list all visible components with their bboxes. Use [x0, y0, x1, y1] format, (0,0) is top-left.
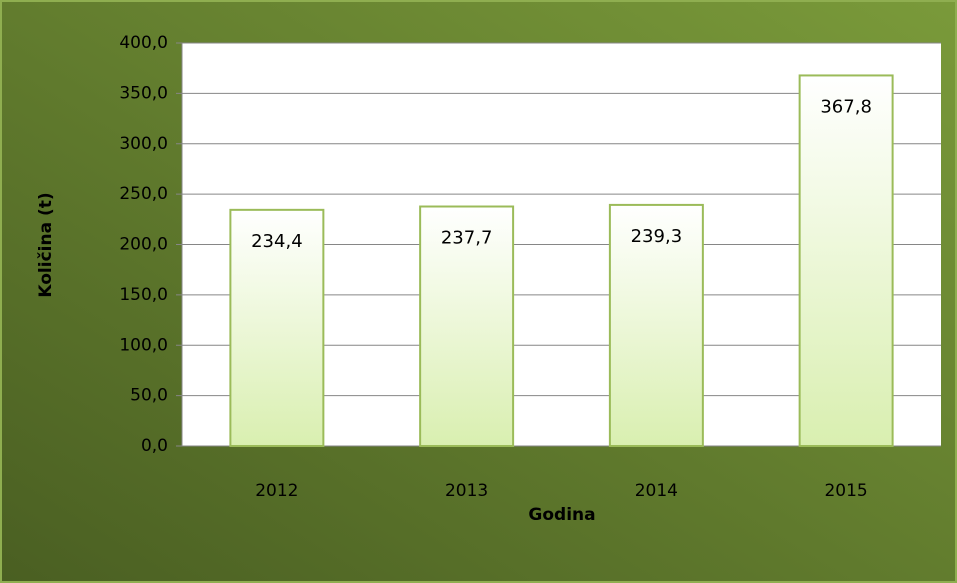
- y-tick-label: 350,0: [119, 83, 168, 103]
- data-label: 239,3: [631, 226, 683, 247]
- x-tick-label: 2014: [635, 481, 678, 501]
- x-tick-label: 2013: [445, 481, 488, 501]
- y-tick-label: 250,0: [119, 184, 168, 204]
- x-tick-label: 2012: [255, 481, 298, 501]
- y-axis-title: Količina (t): [36, 192, 56, 297]
- data-label: 234,4: [251, 231, 303, 252]
- y-tick-label: 400,0: [119, 33, 168, 53]
- y-tick-label: 200,0: [119, 235, 168, 255]
- data-label: 237,7: [441, 228, 493, 249]
- y-tick-label: 100,0: [119, 335, 168, 355]
- x-tick-label: 2015: [824, 481, 867, 501]
- bar: [419, 205, 515, 447]
- bar: [229, 208, 325, 447]
- bar: [608, 203, 704, 447]
- y-tick-label: 0,0: [141, 436, 168, 456]
- x-axis-title: Godina: [528, 505, 595, 525]
- data-label: 367,8: [820, 96, 872, 117]
- bar: [798, 74, 894, 447]
- y-tick-label: 300,0: [119, 134, 168, 154]
- y-tick-label: 150,0: [119, 285, 168, 305]
- y-tick-label: 50,0: [130, 386, 168, 406]
